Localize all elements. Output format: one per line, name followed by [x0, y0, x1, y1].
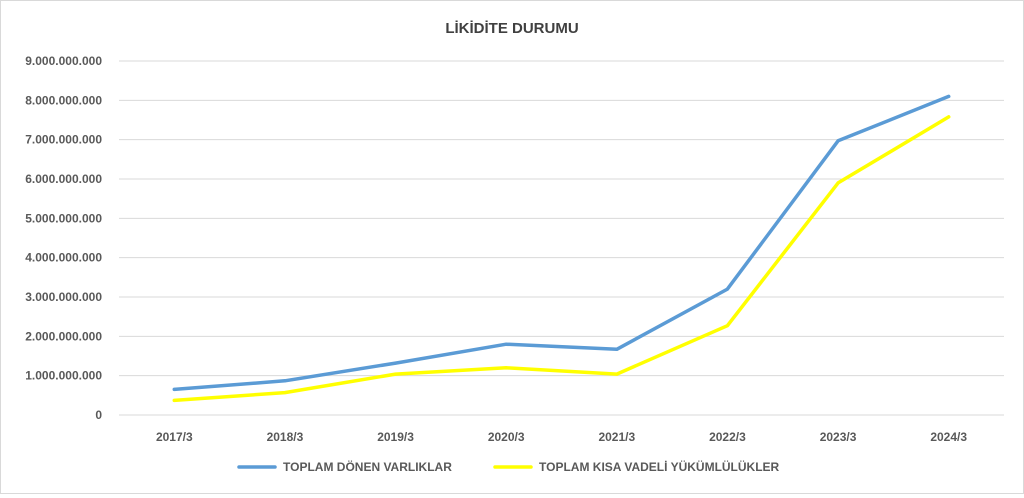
- x-tick-label: 2022/3: [709, 430, 746, 444]
- x-axis-tick-labels: 2017/3 2018/3 2019/3 2020/3 2021/3 2022/3 2023…: [156, 430, 967, 444]
- legend-label: TOPLAM KISA VADELİ YÜKÜMLÜLÜKLER: [539, 459, 780, 474]
- y-tick-label: 1.000.000.000: [25, 369, 102, 383]
- legend-item: TOPLAM DÖNEN VARLIKLAR: [237, 459, 452, 474]
- data-point: [283, 379, 287, 383]
- data-point: [394, 372, 398, 376]
- data-point: [172, 387, 176, 391]
- data-point: [725, 324, 729, 328]
- x-tick-label: 2023/3: [820, 430, 857, 444]
- legend-item: TOPLAM KISA VADELİ YÜKÜMLÜLÜKLER: [493, 459, 780, 474]
- data-point: [947, 115, 951, 119]
- x-tick-label: 2020/3: [488, 430, 525, 444]
- chart-title: LİKİDİTE DURUMU: [445, 20, 578, 37]
- legend: TOPLAM DÖNEN VARLIKLAR TOPLAM KISA VADELİ…: [237, 459, 780, 474]
- series-line-2: [172, 115, 951, 403]
- series-line-1: [172, 94, 951, 392]
- y-tick-label: 2.000.000.000: [25, 329, 102, 343]
- y-tick-label: 4.000.000.000: [25, 251, 102, 265]
- data-point: [172, 398, 176, 402]
- x-tick-label: 2017/3: [156, 430, 193, 444]
- data-point: [836, 139, 840, 143]
- data-point: [947, 94, 951, 98]
- legend-label: TOPLAM DÖNEN VARLIKLAR: [283, 459, 452, 474]
- data-point: [394, 361, 398, 365]
- y-tick-label: 0: [95, 408, 102, 422]
- y-tick-label: 5.000.000.000: [25, 211, 102, 225]
- data-point: [504, 342, 508, 346]
- data-point: [504, 366, 508, 370]
- gridlines: [119, 60, 1004, 416]
- y-tick-label: 8.000.000.000: [25, 93, 102, 107]
- series-lines: [172, 94, 951, 403]
- x-tick-label: 2021/3: [598, 430, 635, 444]
- data-point: [283, 391, 287, 395]
- x-tick-label: 2024/3: [930, 430, 967, 444]
- y-tick-label: 3.000.000.000: [25, 290, 102, 304]
- x-tick-label: 2018/3: [267, 430, 304, 444]
- data-point: [615, 347, 619, 351]
- y-axis-tick-labels: 0 1.000.000.000 2.000.000.000 3.000.000.000…: [25, 54, 102, 422]
- data-point: [725, 287, 729, 291]
- data-point: [615, 372, 619, 376]
- x-tick-label: 2019/3: [377, 430, 414, 444]
- y-tick-label: 6.000.000.000: [25, 172, 102, 186]
- y-tick-label: 9.000.000.000: [25, 54, 102, 68]
- y-tick-label: 7.000.000.000: [25, 133, 102, 147]
- data-point: [836, 181, 840, 185]
